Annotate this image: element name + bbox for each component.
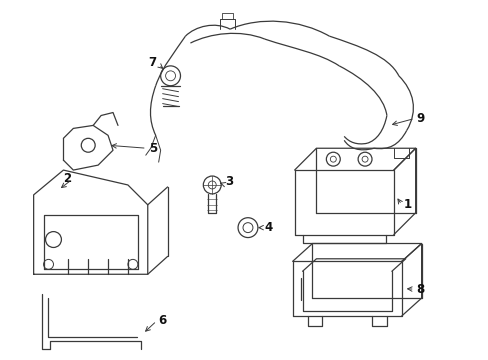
Text: 6: 6 bbox=[158, 314, 166, 327]
Text: 2: 2 bbox=[63, 171, 71, 185]
Text: 8: 8 bbox=[416, 283, 424, 296]
Text: 7: 7 bbox=[148, 57, 157, 69]
Text: 9: 9 bbox=[416, 112, 424, 125]
Text: 1: 1 bbox=[403, 198, 411, 211]
Text: 3: 3 bbox=[224, 175, 233, 189]
Text: 4: 4 bbox=[264, 221, 272, 234]
Text: 5: 5 bbox=[148, 142, 157, 155]
